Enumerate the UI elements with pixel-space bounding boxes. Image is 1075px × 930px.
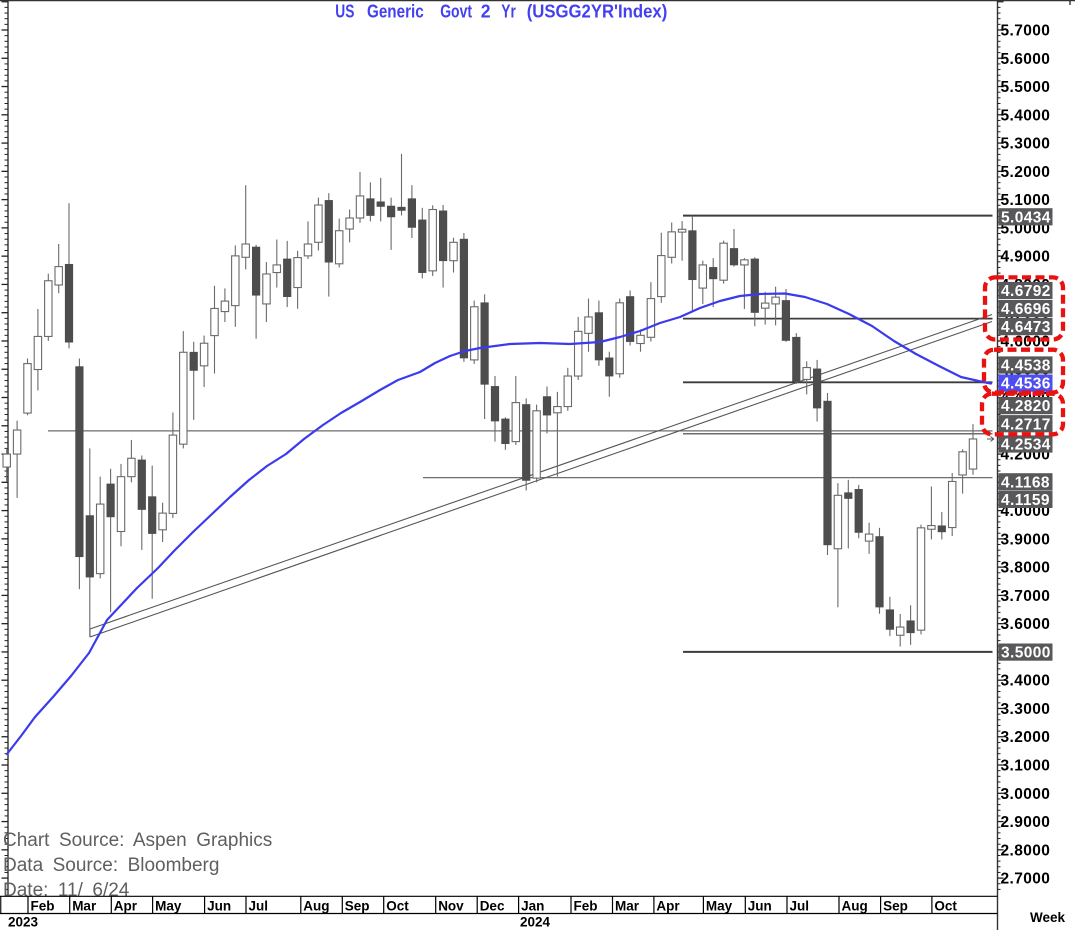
svg-text:Jul: Jul [249, 899, 269, 914]
svg-text:May: May [706, 899, 733, 914]
svg-text:3.8000: 3.8000 [1001, 560, 1051, 577]
svg-text:4.2820: 4.2820 [1001, 398, 1051, 415]
svg-text:Apr: Apr [114, 899, 138, 914]
svg-text:Nov: Nov [438, 899, 464, 914]
svg-text:5.0434: 5.0434 [1001, 209, 1051, 226]
svg-text:5.5000: 5.5000 [1001, 79, 1051, 96]
svg-text:2: 2 [481, 1, 491, 22]
svg-text:Sep: Sep [345, 899, 370, 914]
svg-text:Oct: Oct [934, 899, 957, 914]
svg-text:4.2717: 4.2717 [1001, 416, 1051, 433]
svg-text:2023: 2023 [8, 915, 39, 930]
svg-text:Jan: Jan [521, 899, 544, 914]
svg-text:4.4536: 4.4536 [1001, 376, 1051, 393]
svg-text:5.7000: 5.7000 [1001, 23, 1051, 40]
svg-text:Aug: Aug [842, 899, 868, 914]
svg-text:4.6792: 4.6792 [1001, 283, 1051, 300]
svg-text:Jul: Jul [790, 899, 810, 914]
svg-text:Week: Week [1030, 910, 1066, 925]
svg-text:Yr: Yr [501, 1, 516, 22]
svg-text:4.6473: 4.6473 [1001, 319, 1051, 336]
svg-text:4.6000: 4.6000 [1001, 334, 1051, 351]
svg-text:May: May [155, 899, 182, 914]
svg-text:Aug: Aug [303, 899, 329, 914]
svg-text:Mar: Mar [615, 899, 640, 914]
svg-text:Govt: Govt [440, 1, 472, 22]
svg-text:3.6000: 3.6000 [1001, 616, 1051, 633]
svg-text:3.0000: 3.0000 [1001, 786, 1051, 803]
svg-text:2.7000: 2.7000 [1001, 871, 1051, 888]
svg-text:Feb: Feb [31, 899, 55, 914]
svg-text:3.5000: 3.5000 [1001, 645, 1051, 662]
svg-text:5.4000: 5.4000 [1001, 107, 1051, 124]
svg-text:3.7000: 3.7000 [1001, 588, 1051, 605]
svg-text:3.2000: 3.2000 [1001, 729, 1051, 746]
svg-text:Sep: Sep [883, 899, 908, 914]
svg-text:5.2000: 5.2000 [1001, 164, 1051, 181]
svg-text:5.6000: 5.6000 [1001, 51, 1051, 68]
svg-text:Oct: Oct [386, 899, 409, 914]
svg-text:5.3000: 5.3000 [1001, 136, 1051, 153]
svg-text:4.1168: 4.1168 [1001, 474, 1050, 491]
svg-text:US: US [335, 1, 354, 22]
svg-text:4.2534: 4.2534 [1001, 437, 1051, 454]
svg-text:3.9000: 3.9000 [1001, 531, 1051, 548]
svg-text:Mar: Mar [72, 899, 97, 914]
svg-text:(USGG2YR'Index): (USGG2YR'Index) [527, 1, 668, 22]
svg-text:4.1159: 4.1159 [1001, 492, 1050, 509]
svg-text:Data Source: Bloomberg: Data Source: Bloomberg [3, 855, 219, 876]
svg-text:3.4000: 3.4000 [1001, 673, 1051, 690]
svg-text:4.6696: 4.6696 [1001, 301, 1051, 318]
svg-text:2.8000: 2.8000 [1001, 842, 1051, 859]
svg-text:Jun: Jun [748, 899, 772, 914]
svg-text:Generic: Generic [367, 1, 424, 22]
svg-text:Jun: Jun [207, 899, 231, 914]
svg-text:5.1000: 5.1000 [1001, 192, 1051, 209]
svg-text:4.4538: 4.4538 [1001, 358, 1051, 375]
svg-text:Chart Source: Aspen Graphics: Chart Source: Aspen Graphics [3, 830, 272, 851]
svg-text:3.3000: 3.3000 [1001, 701, 1051, 718]
svg-text:4.9000: 4.9000 [1001, 249, 1051, 266]
svg-text:Dec: Dec [480, 899, 505, 914]
svg-text:2024: 2024 [520, 915, 551, 930]
svg-text:Apr: Apr [656, 899, 680, 914]
svg-text:Feb: Feb [574, 899, 598, 914]
svg-text:2.9000: 2.9000 [1001, 814, 1051, 831]
svg-text:3.1000: 3.1000 [1001, 758, 1051, 775]
